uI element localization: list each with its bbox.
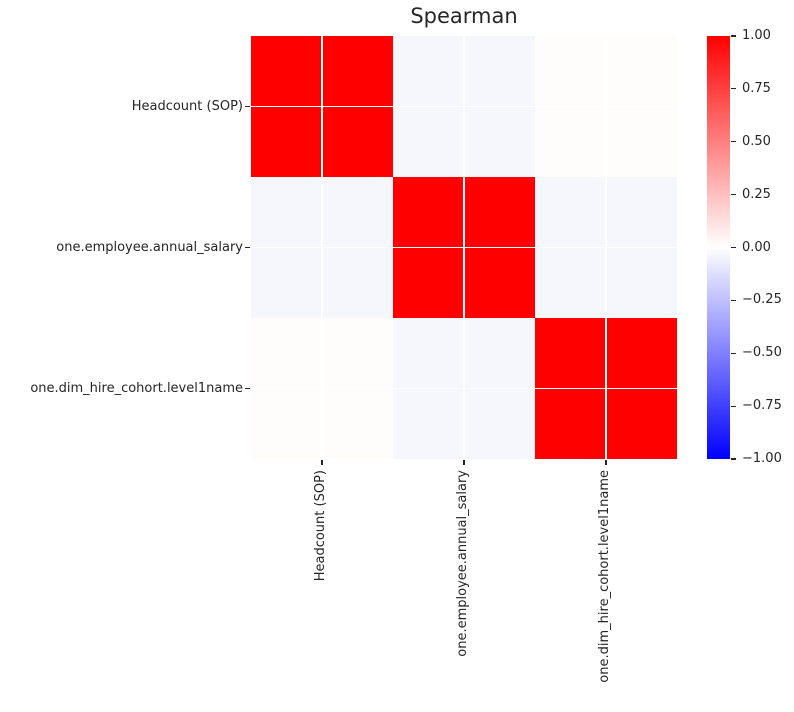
colorbar-tick [731, 88, 736, 90]
colorbar-tick-label: 0.75 [742, 80, 771, 96]
colorbar-tick-label: 0.50 [742, 133, 771, 149]
colorbar-tick [731, 352, 736, 354]
chart-title: Spearman [410, 4, 518, 28]
x-axis-label: one.employee.annual_salary [455, 470, 470, 657]
colorbar-tick [731, 194, 736, 196]
y-axis-tick [245, 387, 250, 390]
x-axis-tick [463, 460, 465, 465]
x-axis-tick [321, 460, 323, 465]
colorbar-tick-label: −0.25 [742, 292, 782, 308]
heatmap-gridline-horizontal [251, 246, 677, 249]
y-axis-tick [245, 105, 250, 108]
colorbar-tick [731, 299, 736, 301]
colorbar-tick-label: 0.25 [742, 186, 771, 202]
colorbar-tick [731, 458, 736, 460]
colorbar-tick-label: −0.50 [742, 345, 782, 361]
y-axis-label: one.employee.annual_salary [56, 239, 243, 255]
y-axis-label: one.dim_hire_cohort.level1name [30, 380, 243, 396]
heatmap-gridline-horizontal [251, 387, 677, 390]
colorbar-tick-label: −1.00 [742, 451, 782, 466]
colorbar [707, 36, 730, 459]
y-axis-label: Headcount (SOP) [131, 98, 243, 114]
colorbar-tick [731, 246, 736, 249]
x-axis-label: Headcount (SOP) [313, 470, 328, 582]
x-axis-label: one.dim_hire_cohort.level1name [597, 470, 612, 683]
colorbar-tick [731, 35, 736, 37]
x-axis-tick [605, 460, 607, 465]
colorbar-tick-label: −0.75 [742, 398, 782, 414]
heatmap-gridline-vertical [605, 36, 607, 459]
y-axis-tick [245, 246, 250, 249]
heatmap-grid [251, 36, 677, 459]
colorbar-tick-label: 0.00 [742, 239, 771, 255]
colorbar-tick-label: 1.00 [742, 28, 771, 43]
colorbar-tick [731, 141, 736, 143]
colorbar-tick [731, 405, 736, 407]
